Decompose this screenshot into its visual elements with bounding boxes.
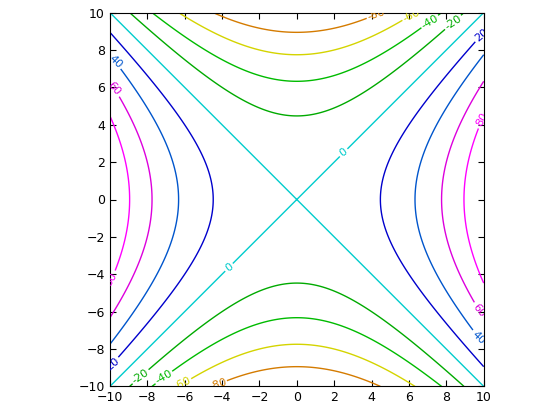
Text: 40: 40 [470,329,487,346]
Text: -20: -20 [443,13,463,32]
Text: 60: 60 [106,80,123,97]
Text: -80: -80 [366,7,386,22]
Text: 0: 0 [223,261,235,273]
Text: -60: -60 [401,7,421,24]
Text: 0: 0 [338,147,349,159]
Text: 20: 20 [104,356,121,372]
Text: 40: 40 [106,53,124,70]
Text: -40: -40 [153,369,174,386]
Text: -20: -20 [130,368,151,386]
Text: -40: -40 [419,13,440,30]
Text: 60: 60 [471,302,488,319]
Text: -60: -60 [172,375,193,392]
Text: -80: -80 [208,377,228,392]
Text: 20: 20 [473,27,490,43]
Text: 80: 80 [104,271,119,288]
Text: 80: 80 [474,111,490,128]
